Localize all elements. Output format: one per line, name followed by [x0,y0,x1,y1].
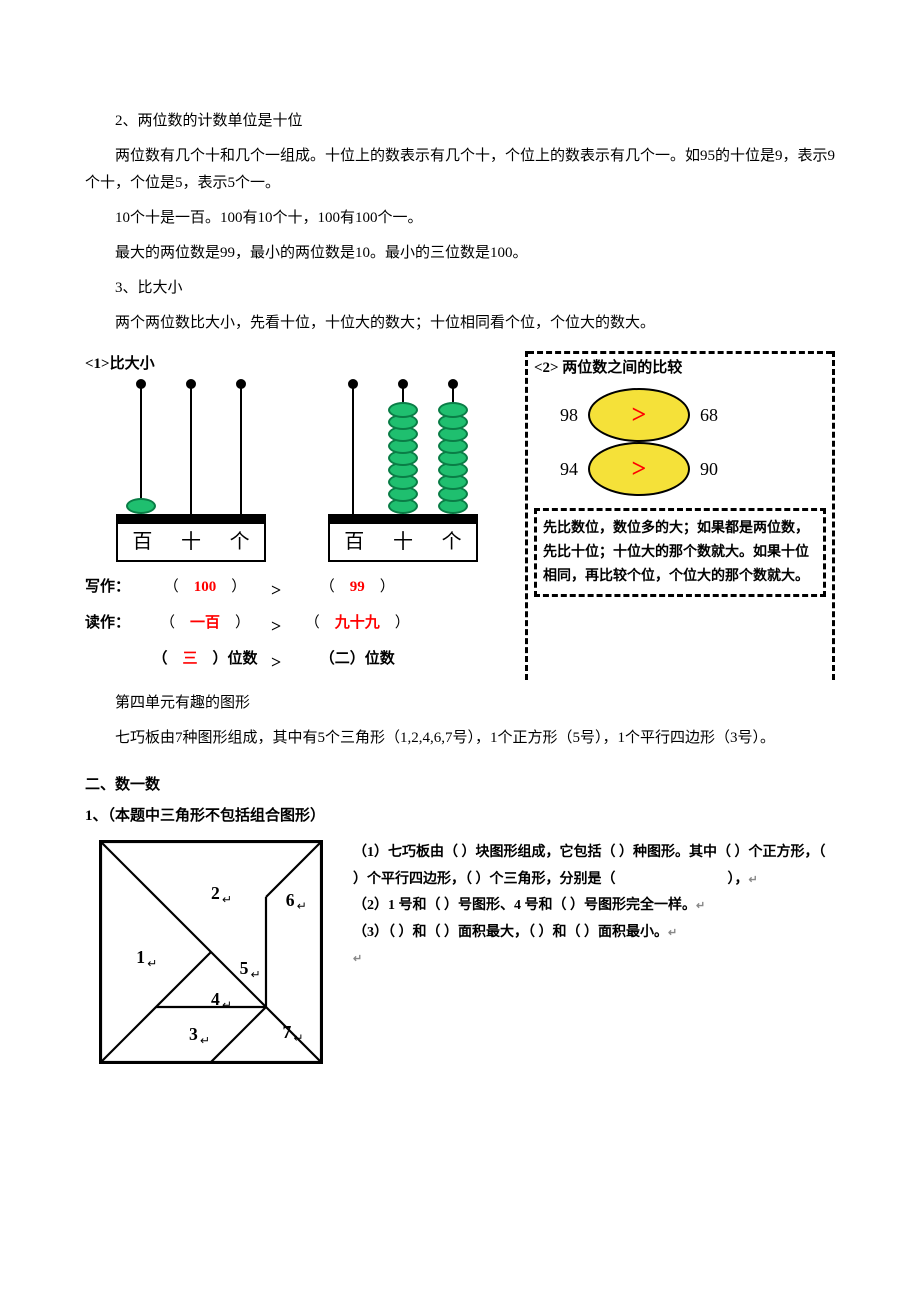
piece-label: 3 [189,1024,198,1044]
compare-row: 94 > 90 [534,442,826,496]
svg-text:↵: ↵ [147,956,157,970]
compare1-panel: <1>比大小 百 [85,351,509,680]
read-row: 读作： （ 一百 ） > （ 九十九 ） [85,608,509,644]
compare-row: 98 > 68 [534,388,826,442]
rod-one [452,384,454,514]
digits-row: （ 三 ）位数 > （二）位数 [85,644,509,680]
rod-hundred [140,384,142,514]
tangram-figure: 1↵ 2↵ 3↵ 4↵ 5↵ 6↵ 7↵ [99,840,323,1064]
rod-label: 百 [129,524,155,560]
right-num: 90 [700,453,744,485]
para-7: 第四单元有趣的图形 [85,690,835,717]
rod-ten [402,384,404,514]
abacus-100: 百 十 个 [116,384,266,562]
abacus-row: 百 十 个 [85,384,509,562]
ellipse-gt-icon: > [588,388,690,442]
rod-label: 个 [227,524,253,560]
rod-cap-icon [236,379,246,389]
write-rows: 写作： （ 100 ） > （ 99 ） 读作： （ 一百 ） > （ 九十九 … [85,572,509,680]
figures-row: <1>比大小 百 [85,351,835,680]
para-8: 七巧板由7种图形组成，其中有5个三角形（1,2,4,6,7号），1个正方形（5号… [85,725,835,752]
val: 九十九 [335,615,380,631]
piece-label: 2 [211,883,220,903]
write-row: 写作： （ 100 ） > （ 99 ） [85,572,509,608]
q2: （2）1 号和（ ）号图形、4 号和（ ）号图形完全一样。 [353,898,696,913]
rod-label: 个 [439,524,465,560]
rod-cap-icon [186,379,196,389]
gt-symbol: > [265,572,287,608]
para-6: 两个两位数比大小，先看十位，十位大的数大；十位相同看个位，个位大的数大。 [85,310,835,337]
piece-label: 6 [286,890,295,910]
para-3: 10个十是一百。100有10个十，100有100个一。 [85,205,835,232]
sec2-head1: 二、数一数 [85,772,835,799]
left-num: 98 [534,399,578,431]
abacus-99: 百 十 个 [328,384,478,562]
left-num: 94 [534,453,578,485]
piece-label: 7 [283,1022,292,1042]
row-label: 读作： [85,608,145,644]
rod-cap-icon [136,379,146,389]
right-num: 68 [700,399,744,431]
piece-label: 4 [211,989,220,1009]
val: 二 [335,651,350,667]
gt-symbol: > [265,608,287,644]
val: 99 [350,579,365,595]
rod-labels: 百 十 个 [328,524,478,562]
svg-text:↵: ↵ [200,1033,210,1047]
rule-box: 先比数位，数位多的大；如果都是两位数，先比十位；十位大的那个数就大。如果十位相同… [534,508,826,597]
compare2-panel: <2> 两位数之间的比较 98 > 68 94 > 90 先比数位，数位多的大；… [525,351,835,680]
rod-cap-icon [448,379,458,389]
gt-symbol: > [265,644,287,680]
section2: 二、数一数 1、（本题中三角形不包括组合图形） 1↵ 2↵ 3↵ 4↵ 5↵ 6… [85,772,835,1064]
bead-icon [438,402,468,418]
compare2-title: <2> 两位数之间的比较 [534,355,826,382]
val: 一百 [190,615,220,631]
tangram-row: 1↵ 2↵ 3↵ 4↵ 5↵ 6↵ 7↵ （1）七巧板由（ ）块图形组成，它包括… [85,840,835,1064]
compare1-title: <1>比大小 [85,351,509,378]
svg-text:↵: ↵ [294,1031,304,1045]
rod-labels: 百 十 个 [116,524,266,562]
document-page: 2、两位数的计数单位是十位 两位数有几个十和几个一组成。十位上的数表示有几个十，… [0,0,920,1302]
bead-icon [388,402,418,418]
para-5: 3、比大小 [85,275,835,302]
q3: （3）（ ）和（ ）面积最大，（ ）和（ ）面积最小。 [353,925,668,940]
rod-label: 百 [341,524,367,560]
sec2-head2: 1、（本题中三角形不包括组合图形） [85,803,835,830]
piece-label: 5 [240,958,249,978]
para-1: 2、两位数的计数单位是十位 [85,108,835,135]
svg-text:↵: ↵ [222,893,232,907]
piece-label: 1 [136,947,145,967]
rod-one [240,384,242,514]
rod-cap-icon [348,379,358,389]
para-4: 最大的两位数是99，最小的两位数是10。最小的三位数是100。 [85,240,835,267]
val: 三 [182,651,197,667]
val: 100 [194,579,217,595]
svg-text:↵: ↵ [251,967,261,981]
ellipse-gt-icon: > [588,442,690,496]
rod-ten [190,384,192,514]
tangram-questions: （1）七巧板由（ ）块图形组成，它包括（ ）种图形。其中（ ）个正方形，（ ）个… [353,840,835,973]
row-label: 写作： [85,572,145,608]
rod-cap-icon [398,379,408,389]
rod-hundred [352,384,354,514]
svg-text:↵: ↵ [222,998,232,1012]
bead-icon [126,498,156,514]
rod-label: 十 [390,524,416,560]
svg-text:↵: ↵ [297,899,307,913]
para-2: 两位数有几个十和几个一组成。十位上的数表示有几个十，个位上的数表示有几个一。如9… [85,143,835,197]
rod-label: 十 [178,524,204,560]
